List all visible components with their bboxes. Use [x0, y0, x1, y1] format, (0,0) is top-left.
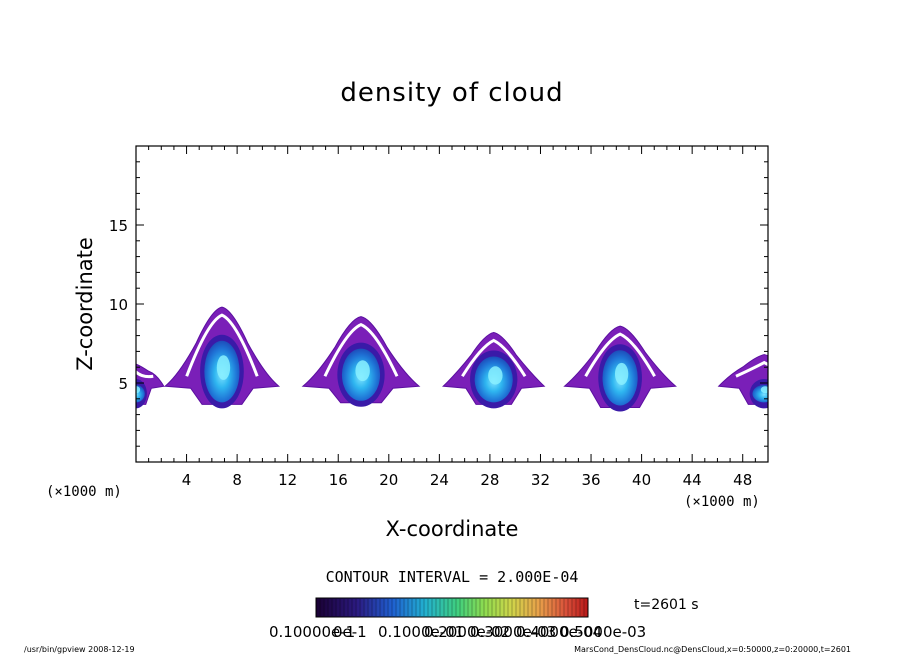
cell-0 — [136, 363, 165, 409]
chart-title: density of cloud — [340, 78, 563, 108]
cell-3 — [442, 331, 546, 409]
colorbar-label-overlap: 0e-1 — [333, 623, 367, 641]
colorbar-label-overlap: 0.4000e-04 — [516, 623, 602, 641]
y-axis-label: Z-coordinate — [73, 237, 97, 371]
y-tick-label: 5 — [118, 375, 128, 393]
plot-frame — [135, 145, 769, 463]
colorbar-label-overlap: 0.2000e-02 — [424, 623, 510, 641]
cloud-contour-gap — [461, 338, 527, 378]
y-axis: 5 10 15 — [109, 161, 768, 447]
x-tick-label: 4 — [182, 471, 192, 489]
colorbar-labels: 0.10000e-10e-1 0.1000e-010.2000e-020.3000… — [269, 623, 646, 641]
x-tick-label: 40 — [632, 471, 651, 489]
cell-2 — [301, 316, 421, 407]
cloud-highlight — [355, 360, 370, 382]
cloud-contour-gap — [735, 360, 768, 378]
x-tick-label: 48 — [733, 471, 752, 489]
x-unit-right: (×1000 m) — [684, 494, 760, 510]
x-tick-label: 28 — [480, 471, 499, 489]
footer-right: MarsCond_DensCloud.nc@DensCloud,x=0:5000… — [574, 645, 851, 654]
cloud-highlight — [216, 355, 231, 380]
cloud-contour-gap — [136, 370, 154, 379]
x-tick-label: 24 — [430, 471, 449, 489]
y-tick-label: 15 — [109, 217, 128, 235]
x-tick-label: 12 — [278, 471, 297, 489]
cloud-highlight — [760, 386, 768, 394]
footer-left: /usr/bin/gpview 2008-12-19 — [24, 645, 135, 654]
time-label: t=2601 s — [634, 597, 699, 613]
x-tick-label: 36 — [581, 471, 600, 489]
colorbar-label-overlap: 0.3000e-03 — [470, 623, 556, 641]
cloud-highlight — [614, 362, 629, 385]
colorbar-label-overlap: 0.1000e-01 — [378, 623, 464, 641]
cloud-contour-gap — [323, 323, 399, 377]
x-tick-label: 16 — [329, 471, 348, 489]
cloud-highlight — [488, 366, 503, 385]
cell-5 — [717, 354, 768, 409]
cell-1 — [163, 306, 281, 409]
x-tick-label: 20 — [379, 471, 398, 489]
cell-4 — [563, 325, 677, 412]
x-axis: 4 8 12 16 20 24 28 32 36 40 44 48 — [148, 146, 756, 489]
x-tick-label: 44 — [683, 471, 702, 489]
x-tick-label: 32 — [531, 471, 550, 489]
colorbar-label: 0.10000e-1 — [269, 623, 355, 641]
x-unit-left: (×1000 m) — [46, 484, 122, 500]
y-tick-label: 10 — [109, 296, 128, 314]
cloud-contour-gap — [185, 313, 259, 377]
colorbar-lines — [319, 599, 585, 616]
x-axis-label: X-coordinate — [386, 517, 519, 541]
colorbar-label-overlap: 0.5000e-03 — [560, 623, 646, 641]
x-tick-label: 8 — [232, 471, 242, 489]
contour-interval: CONTOUR INTERVAL = 2.000E-04 — [326, 568, 579, 586]
cloud-contour-gap — [584, 332, 656, 378]
cloud-highlight — [136, 386, 141, 394]
cloud-cells — [136, 306, 768, 412]
